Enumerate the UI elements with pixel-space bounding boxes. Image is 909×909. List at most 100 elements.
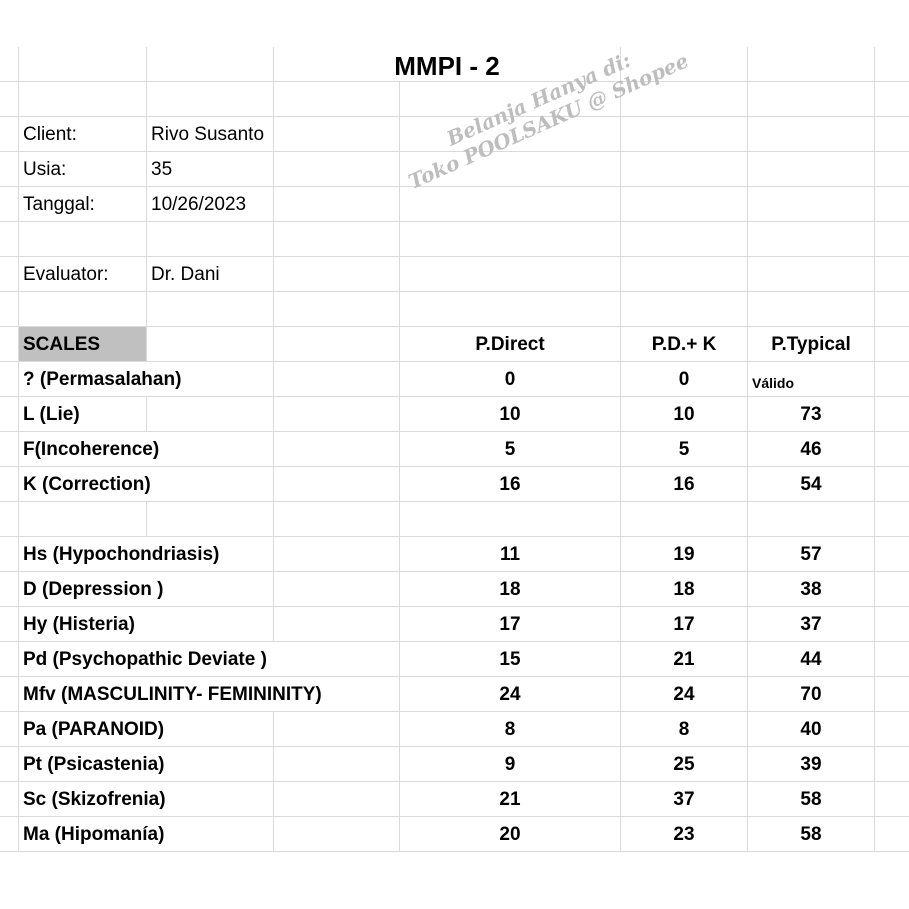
pd-k-value[interactable]: 21 bbox=[621, 642, 748, 677]
scale-name: D (Depression ) bbox=[19, 572, 274, 607]
cell[interactable] bbox=[274, 537, 400, 572]
date-value[interactable]: 10/26/2023 bbox=[147, 187, 274, 222]
cell[interactable] bbox=[0, 397, 19, 432]
p-direct-value[interactable]: 20 bbox=[400, 817, 621, 852]
p-typical-value[interactable]: 46 bbox=[748, 432, 875, 467]
cell[interactable] bbox=[274, 362, 400, 397]
cell[interactable] bbox=[875, 677, 909, 712]
cell[interactable] bbox=[0, 747, 19, 782]
pd-k-value[interactable]: 8 bbox=[621, 712, 748, 747]
evaluator-value[interactable]: Dr. Dani bbox=[147, 257, 274, 292]
p-typical-value[interactable]: 44 bbox=[748, 642, 875, 677]
cell[interactable] bbox=[19, 47, 147, 82]
p-typical-value[interactable]: 39 bbox=[748, 747, 875, 782]
cell[interactable] bbox=[875, 362, 909, 397]
cell[interactable] bbox=[0, 712, 19, 747]
p-direct-value[interactable]: 24 bbox=[400, 677, 621, 712]
client-label: Client: bbox=[19, 117, 147, 152]
p-direct-value[interactable]: 16 bbox=[400, 467, 621, 502]
pd-k-value[interactable]: 18 bbox=[621, 572, 748, 607]
p-direct-value[interactable]: 10 bbox=[400, 397, 621, 432]
cell[interactable] bbox=[875, 712, 909, 747]
scale-name: L (Lie) bbox=[19, 397, 147, 432]
p-typical-value[interactable]: 40 bbox=[748, 712, 875, 747]
cell[interactable] bbox=[875, 782, 909, 817]
cell[interactable] bbox=[0, 467, 19, 502]
cell[interactable] bbox=[0, 362, 19, 397]
scale-name: Sc (Skizofrenia) bbox=[19, 782, 274, 817]
cell[interactable] bbox=[621, 47, 748, 82]
cell[interactable] bbox=[274, 607, 400, 642]
cell[interactable] bbox=[147, 397, 274, 432]
cell[interactable] bbox=[875, 397, 909, 432]
scales-header: SCALES bbox=[19, 327, 147, 362]
cell[interactable] bbox=[875, 572, 909, 607]
pd-k-value[interactable]: 5 bbox=[621, 432, 748, 467]
scale-name: Pt (Psicastenia) bbox=[19, 747, 274, 782]
cell[interactable] bbox=[875, 47, 909, 82]
cell[interactable] bbox=[147, 47, 274, 82]
pd-k-value[interactable]: 25 bbox=[621, 747, 748, 782]
scale-name: Hy (Histeria) bbox=[19, 607, 274, 642]
cell[interactable] bbox=[0, 537, 19, 572]
cell[interactable] bbox=[0, 782, 19, 817]
cell[interactable] bbox=[0, 432, 19, 467]
cell[interactable] bbox=[0, 572, 19, 607]
p-typical-value[interactable]: Válido bbox=[748, 362, 875, 397]
p-typical-value[interactable]: 58 bbox=[748, 817, 875, 852]
p-direct-value[interactable]: 11 bbox=[400, 537, 621, 572]
cell[interactable] bbox=[0, 677, 19, 712]
cell[interactable] bbox=[875, 467, 909, 502]
scale-name: Pd (Psychopathic Deviate ) bbox=[19, 642, 400, 677]
pd-k-value[interactable]: 23 bbox=[621, 817, 748, 852]
pd-k-value[interactable]: 17 bbox=[621, 607, 748, 642]
cell[interactable] bbox=[274, 397, 400, 432]
cell[interactable] bbox=[274, 817, 400, 852]
cell[interactable] bbox=[0, 642, 19, 677]
cell[interactable] bbox=[274, 747, 400, 782]
pd-k-value[interactable]: 37 bbox=[621, 782, 748, 817]
p-direct-value[interactable]: 9 bbox=[400, 747, 621, 782]
cell[interactable] bbox=[274, 467, 400, 502]
pd-k-value[interactable]: 10 bbox=[621, 397, 748, 432]
cell[interactable] bbox=[274, 712, 400, 747]
scale-name: Mfv (MASCULINITY- FEMININITY) bbox=[19, 677, 400, 712]
p-typical-value[interactable]: 58 bbox=[748, 782, 875, 817]
scale-name: Hs (Hypochondriasis) bbox=[19, 537, 274, 572]
cell[interactable] bbox=[0, 817, 19, 852]
pd-k-value[interactable]: 16 bbox=[621, 467, 748, 502]
pd-k-value[interactable]: 0 bbox=[621, 362, 748, 397]
p-typical-value[interactable]: 37 bbox=[748, 607, 875, 642]
scale-name: Ma (Hipomanía) bbox=[19, 817, 274, 852]
cell[interactable] bbox=[875, 607, 909, 642]
p-direct-value[interactable]: 0 bbox=[400, 362, 621, 397]
age-value[interactable]: 35 bbox=[147, 152, 274, 187]
p-direct-value[interactable]: 18 bbox=[400, 572, 621, 607]
cell[interactable] bbox=[274, 782, 400, 817]
p-typical-value[interactable]: 70 bbox=[748, 677, 875, 712]
cell[interactable] bbox=[0, 47, 19, 82]
client-value[interactable]: Rivo Susanto bbox=[147, 117, 274, 152]
pd-k-value[interactable]: 24 bbox=[621, 677, 748, 712]
p-direct-value[interactable]: 17 bbox=[400, 607, 621, 642]
p-typical-value[interactable]: 54 bbox=[748, 467, 875, 502]
cell[interactable] bbox=[748, 47, 875, 82]
cell[interactable] bbox=[274, 572, 400, 607]
p-typical-value[interactable]: 38 bbox=[748, 572, 875, 607]
p-typical-value[interactable]: 73 bbox=[748, 397, 875, 432]
cell[interactable] bbox=[274, 432, 400, 467]
pd-k-header: P.D.+ K bbox=[621, 327, 748, 362]
cell[interactable] bbox=[875, 747, 909, 782]
cell[interactable] bbox=[0, 607, 19, 642]
cell[interactable] bbox=[875, 817, 909, 852]
scale-name: Pa (PARANOID) bbox=[19, 712, 274, 747]
pd-k-value[interactable]: 19 bbox=[621, 537, 748, 572]
p-direct-value[interactable]: 8 bbox=[400, 712, 621, 747]
cell[interactable] bbox=[875, 537, 909, 572]
p-typical-value[interactable]: 57 bbox=[748, 537, 875, 572]
p-direct-value[interactable]: 5 bbox=[400, 432, 621, 467]
cell[interactable] bbox=[875, 432, 909, 467]
cell[interactable] bbox=[875, 642, 909, 677]
p-direct-value[interactable]: 21 bbox=[400, 782, 621, 817]
p-direct-value[interactable]: 15 bbox=[400, 642, 621, 677]
